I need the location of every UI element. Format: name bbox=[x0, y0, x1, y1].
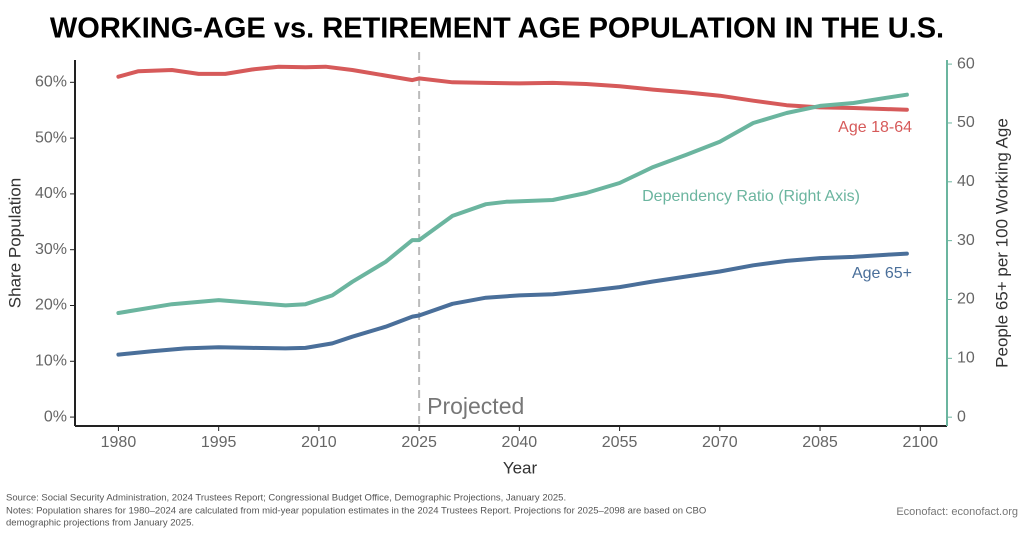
source-note: Notes: Population shares for 1980–2024 a… bbox=[6, 506, 706, 517]
y-tick-label: 0% bbox=[44, 408, 67, 425]
x-tick-label: 2055 bbox=[602, 434, 638, 451]
series-label: Dependency Ratio (Right Axis) bbox=[642, 188, 860, 205]
y2-tick-label: 10 bbox=[957, 350, 975, 367]
x-tick-label: 2085 bbox=[802, 434, 838, 451]
x-axis-label: Year bbox=[503, 458, 538, 477]
source-note: demographic projections from January 202… bbox=[6, 518, 194, 529]
source-note: Source: Social Security Administration, … bbox=[6, 493, 566, 504]
y2-tick-label: 40 bbox=[957, 173, 975, 190]
y-tick-label: 50% bbox=[35, 129, 67, 146]
x-tick-label: 2025 bbox=[401, 434, 437, 451]
projection-label: Projected bbox=[427, 393, 524, 419]
series-line bbox=[116, 92, 909, 315]
y-axis-label: Share Population bbox=[5, 178, 24, 308]
credit: Econofact: econofact.org bbox=[896, 506, 1018, 518]
x-tick-label: 2070 bbox=[702, 434, 738, 451]
x-tick-label: 2100 bbox=[902, 434, 938, 451]
series-label: Age 65+ bbox=[852, 265, 912, 282]
chart-title: WORKING-AGE vs. RETIREMENT AGE POPULATIO… bbox=[50, 13, 944, 45]
y-tick-label: 60% bbox=[35, 74, 67, 91]
y2-tick-label: 20 bbox=[957, 291, 975, 308]
y2-tick-label: 60 bbox=[957, 55, 975, 72]
x-tick-label: 1995 bbox=[201, 434, 237, 451]
y2-tick-label: 50 bbox=[957, 114, 975, 131]
y-tick-label: 30% bbox=[35, 241, 67, 258]
y-tick-label: 20% bbox=[35, 297, 67, 314]
x-tick-label: 2010 bbox=[301, 434, 337, 451]
x-tick-label: 2040 bbox=[502, 434, 538, 451]
series-label: Age 18-64 bbox=[838, 119, 912, 136]
series-line bbox=[116, 251, 909, 357]
y2-tick-label: 30 bbox=[957, 232, 975, 249]
x-tick-label: 1980 bbox=[101, 434, 137, 451]
y-tick-label: 40% bbox=[35, 185, 67, 202]
y2-axis-label: People 65+ per 100 Working Age bbox=[992, 118, 1011, 368]
series-line bbox=[116, 64, 909, 112]
y2-tick-label: 0 bbox=[957, 408, 966, 425]
y-tick-label: 10% bbox=[35, 352, 67, 369]
